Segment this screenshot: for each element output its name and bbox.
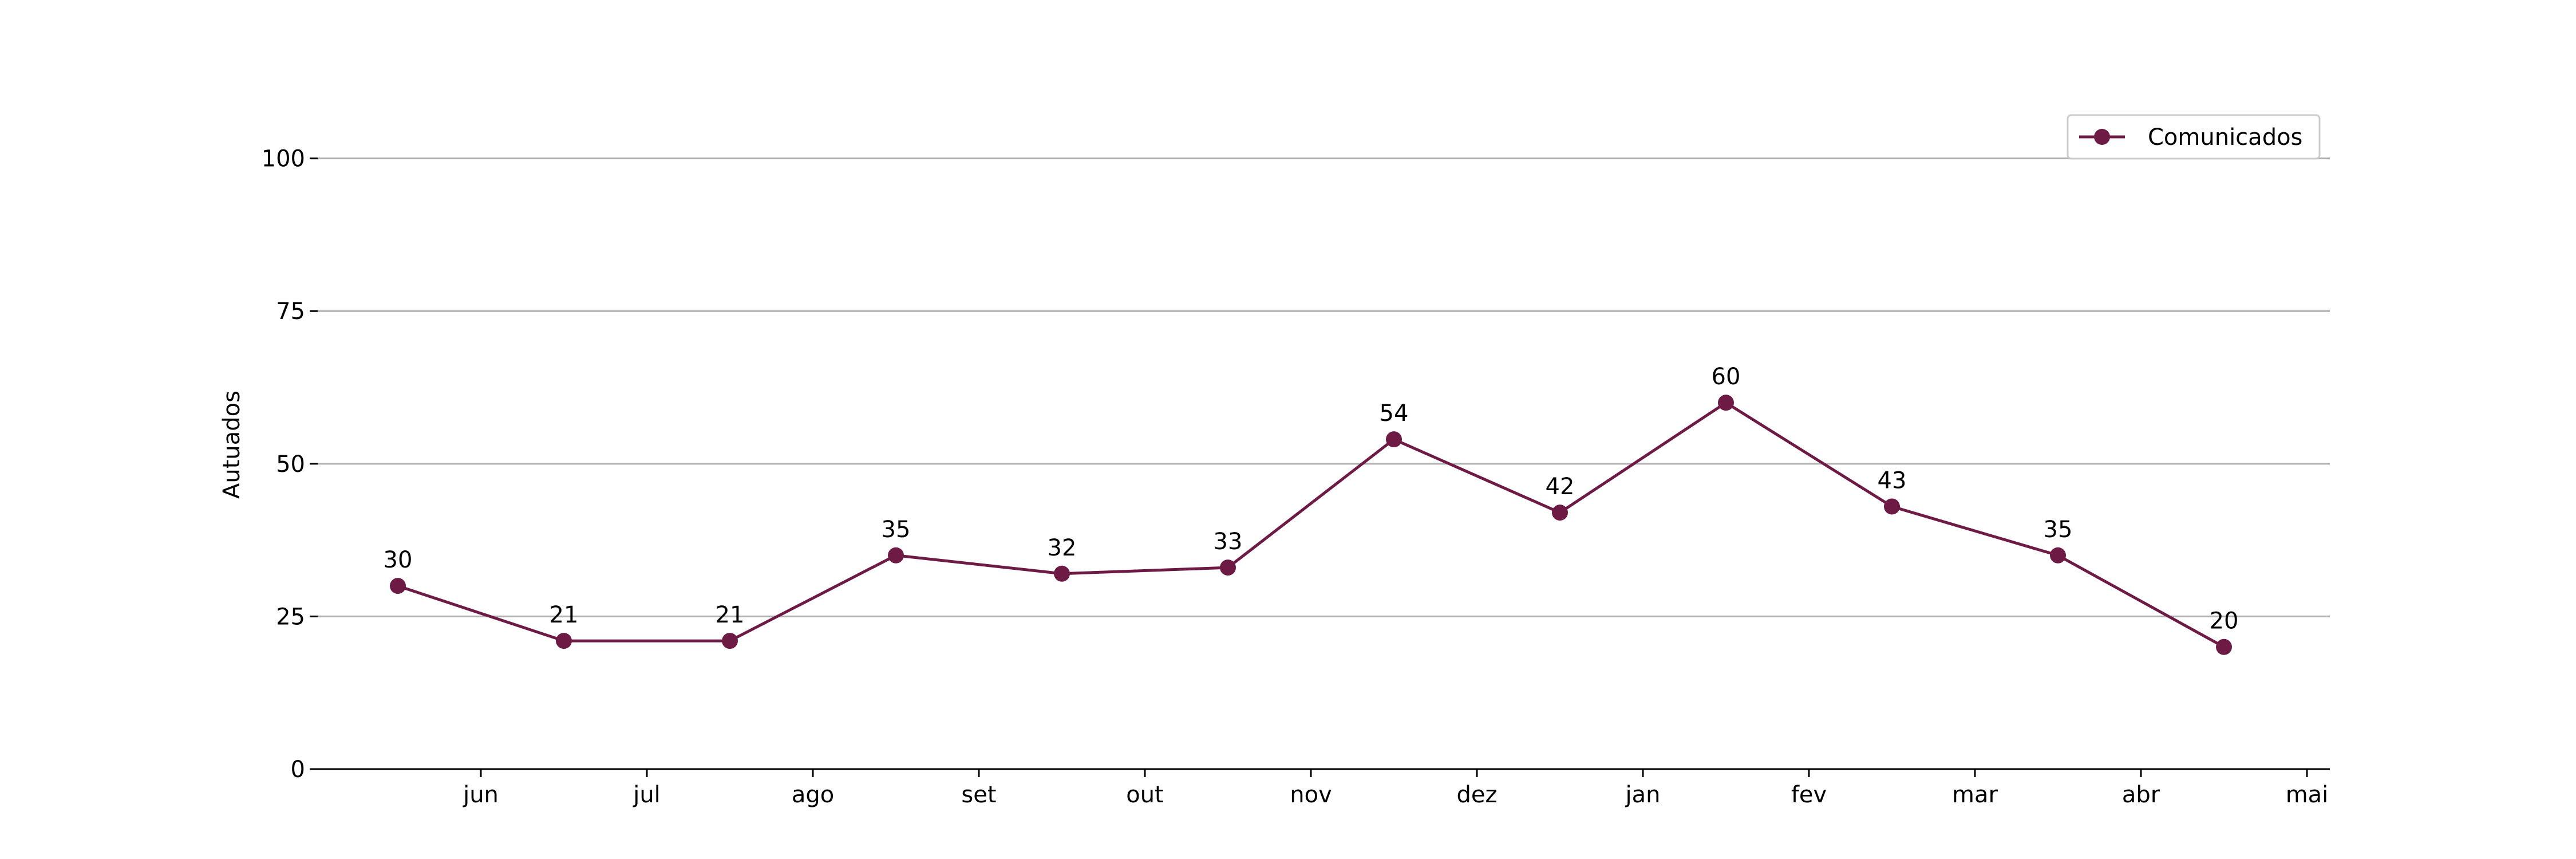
data-label-abr: 35	[2044, 517, 2073, 543]
y-tick-label-50: 50	[276, 451, 305, 478]
x-tick-label-out: out	[1126, 782, 1164, 808]
x-tick-label-jan: jan	[1625, 782, 1661, 808]
data-label-jun: 30	[384, 547, 413, 573]
x-tick-label-jul: jul	[633, 782, 661, 808]
x-tick-label-set: set	[961, 782, 996, 808]
data-point-set	[888, 547, 904, 564]
data-label-nov: 33	[1214, 529, 1243, 555]
data-point-out	[1054, 565, 1070, 582]
data-point-jul	[556, 633, 572, 649]
data-point-jun	[390, 578, 406, 594]
x-tick-label-nov: nov	[1290, 782, 1332, 808]
x-tick-label-mai: mai	[2286, 782, 2329, 808]
x-tick-label-jun: jun	[463, 782, 499, 808]
data-label-jul: 21	[550, 602, 579, 628]
data-label-ago: 21	[716, 602, 745, 628]
data-label-out: 32	[1048, 535, 1077, 561]
data-label-fev: 60	[1712, 364, 1741, 390]
series-line-comunicados	[397, 401, 2225, 648]
data-point-dez	[1386, 431, 1402, 448]
data-point-mai	[2216, 639, 2232, 655]
series-layer: 30 21 21 35 32 33 54 42 60 43 35 20	[384, 364, 2239, 655]
legend-box	[2067, 114, 2321, 160]
y-tick-label-25: 25	[276, 604, 305, 630]
data-point-abr	[2050, 547, 2066, 564]
y-tick-label-75: 75	[276, 298, 305, 325]
x-tick-label-fev: fev	[1791, 782, 1827, 808]
x-tick-label-mar: mar	[1952, 782, 1998, 808]
axes: Autuados	[219, 391, 2330, 770]
data-point-jan	[1552, 505, 1568, 521]
data-point-fev	[1718, 395, 1734, 411]
x-tick-label-abr: abr	[2122, 782, 2160, 808]
x-tick-label-ago: ago	[792, 782, 834, 808]
y-tick-label-0: 0	[291, 756, 305, 783]
data-label-set: 35	[882, 517, 911, 543]
legend-marker	[2094, 129, 2110, 145]
x-axis-ticks: jun jul ago set out nov dez jan fev mar abr mai	[463, 769, 2328, 808]
data-point-nov	[1220, 559, 1236, 576]
data-label-mar: 43	[1878, 467, 1907, 494]
data-label-jan: 42	[1546, 474, 1575, 500]
data-point-mar	[1884, 498, 1900, 515]
y-tick-label-100: 100	[262, 146, 305, 172]
legend: Comunicados	[2067, 114, 2321, 160]
x-tick-label-dez: dez	[1457, 782, 1498, 808]
grid-lines	[318, 157, 2330, 617]
data-label-mai: 20	[2210, 608, 2239, 635]
data-point-ago	[722, 633, 738, 649]
data-label-dez: 54	[1380, 400, 1409, 427]
y-axis-title: Autuados	[219, 391, 245, 499]
y-axis-ticks: 0 25 50 75 100	[262, 146, 318, 783]
legend-label-comunicados: Comunicados	[2148, 124, 2302, 151]
